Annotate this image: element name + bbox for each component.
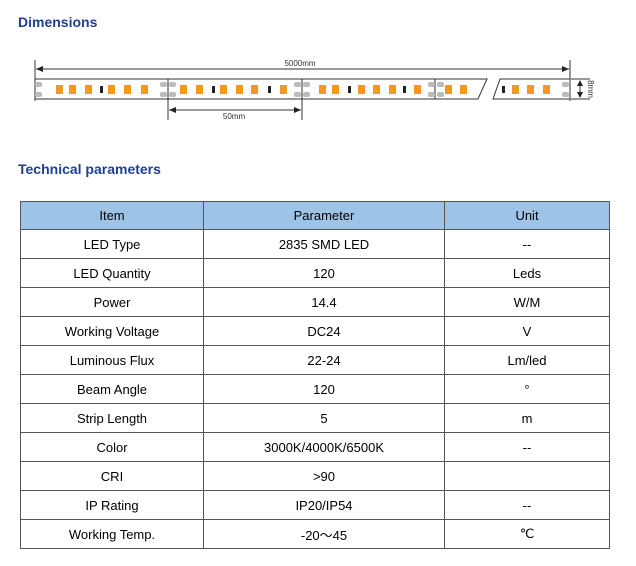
resistor [268, 86, 271, 93]
unit-cell [444, 461, 610, 491]
table-row: CRI >90 [20, 461, 610, 491]
led-chip [124, 85, 131, 94]
led-chip [141, 85, 148, 94]
width-label: 8mm [586, 80, 595, 98]
item-cell: Power [20, 287, 204, 317]
unit-cell: -- [444, 229, 610, 259]
item-cell: Strip Length [20, 403, 204, 433]
led-chip [445, 85, 452, 94]
item-cell: Luminous Flux [20, 345, 204, 375]
parameter-cell: 2835 SMD LED [203, 229, 445, 259]
table-row: Color 3000K/4000K/6500K -- [20, 432, 610, 462]
resistor [502, 86, 505, 93]
led-chip [543, 85, 550, 94]
unit-cell: Leds [444, 258, 610, 288]
dimensions-heading: Dimensions [18, 14, 98, 30]
resistor [348, 86, 351, 93]
parameter-cell: 3000K/4000K/6500K [203, 432, 445, 462]
solder-pad [169, 92, 176, 97]
led-chip [319, 85, 326, 94]
item-cell: LED Quantity [20, 258, 204, 288]
table-row: Beam Angle 120 ° [20, 374, 610, 404]
solder-pad [303, 82, 310, 87]
unit-cell: -- [444, 490, 610, 520]
solder-pad [294, 92, 301, 97]
table-row: Power 14.4 W/M [20, 287, 610, 317]
parameter-cell: -20～45 [203, 519, 445, 549]
led-chip [220, 85, 227, 94]
led-chip [460, 85, 467, 94]
item-cell: IP Rating [20, 490, 204, 520]
parameter-cell: 22-24 [203, 345, 445, 375]
item-cell: Color [20, 432, 204, 462]
table-row: IP Rating IP20/IP54 -- [20, 490, 610, 520]
led-chip [414, 85, 421, 94]
led-chip [389, 85, 396, 94]
solder-pad [35, 92, 42, 97]
item-cell: Working Temp. [20, 519, 204, 549]
header-parameter: Parameter [203, 201, 445, 230]
solder-pad [303, 92, 310, 97]
header-unit: Unit [444, 201, 610, 230]
led-chip [512, 85, 519, 94]
solder-pad [160, 82, 167, 87]
cut-length-label: 50mm [223, 112, 246, 121]
resistor [100, 86, 103, 93]
header-item: Item [20, 201, 204, 230]
solder-pad [160, 92, 167, 97]
solder-pad [35, 82, 42, 87]
resistor [403, 86, 406, 93]
led-chip [85, 85, 92, 94]
led-chip [236, 85, 243, 94]
item-cell: Beam Angle [20, 374, 204, 404]
led-chip [180, 85, 187, 94]
parameter-cell: >90 [203, 461, 445, 491]
table-row: Strip Length 5 m [20, 403, 610, 433]
table-row: Luminous Flux 22-24 Lm/led [20, 345, 610, 375]
parameter-cell: 5 [203, 403, 445, 433]
total-length-label: 5000mm [284, 59, 315, 68]
led-chip [527, 85, 534, 94]
led-chip [108, 85, 115, 94]
unit-cell: V [444, 316, 610, 346]
unit-cell: Lm/led [444, 345, 610, 375]
strip-dimension-drawing: 5000mm 50mm 8mm [34, 59, 595, 121]
unit-cell: W/M [444, 287, 610, 317]
led-chip [280, 85, 287, 94]
led-chip [373, 85, 380, 94]
led-chip [251, 85, 258, 94]
item-cell: Working Voltage [20, 316, 204, 346]
unit-cell: -- [444, 432, 610, 462]
parameter-cell: 120 [203, 374, 445, 404]
table-row: Working Voltage DC24 V [20, 316, 610, 346]
solder-pad [437, 92, 444, 97]
solder-pad [428, 92, 435, 97]
table-row: LED Quantity 120 Leds [20, 258, 610, 288]
led-chip [358, 85, 365, 94]
unit-cell: ° [444, 374, 610, 404]
technical-heading: Technical parameters [18, 161, 161, 177]
led-chip [332, 85, 339, 94]
unit-cell: ℃ [444, 519, 610, 549]
solder-pad [562, 92, 569, 97]
parameters-table: Item Parameter Unit LED Type 2835 SMD LED… [20, 201, 610, 549]
parameter-cell: IP20/IP54 [203, 490, 445, 520]
solder-pad [437, 82, 444, 87]
unit-cell: m [444, 403, 610, 433]
table-row: Working Temp. -20～45 ℃ [20, 519, 610, 549]
led-chip [196, 85, 203, 94]
parameter-cell: 120 [203, 258, 445, 288]
led-chip [56, 85, 63, 94]
solder-pad [169, 82, 176, 87]
resistor [212, 86, 215, 93]
parameter-cell: 14.4 [203, 287, 445, 317]
solder-pad [428, 82, 435, 87]
solder-pad [294, 82, 301, 87]
led-chip [69, 85, 76, 94]
item-cell: LED Type [20, 229, 204, 259]
item-cell: CRI [20, 461, 204, 491]
table-row: LED Type 2835 SMD LED -- [20, 229, 610, 259]
solder-pad [562, 82, 569, 87]
parameter-cell: DC24 [203, 316, 445, 346]
